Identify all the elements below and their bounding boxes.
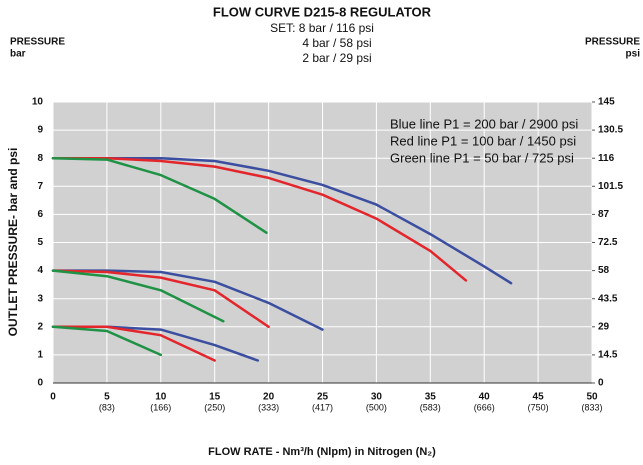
x-secondary-label: (833): [581, 402, 602, 412]
x-axis-label: FLOW RATE - Nm³/h (Nlpm) in Nitrogen (N₂…: [208, 446, 436, 458]
curve: [51, 269, 270, 329]
y2-tick-label: 130.5: [598, 125, 623, 136]
curve: [51, 156, 468, 282]
x-tick-label: 50: [586, 392, 598, 403]
x-secondary-label: (417): [312, 402, 333, 412]
y2-tick-label: 14.5: [598, 350, 618, 361]
y-tick-label: 6: [37, 209, 43, 220]
axis-header: psi: [626, 49, 641, 60]
curve: [51, 156, 513, 285]
annotation: Red line P1 = 100 bar / 1450 psi: [390, 133, 576, 148]
x-secondary-label: (250): [204, 402, 225, 412]
y2-tick-label: 43.5: [598, 293, 618, 304]
y-tick-label: 8: [37, 153, 43, 164]
y2-tick-label: 58: [598, 265, 610, 276]
curve: [51, 325, 163, 357]
x-secondary-label: (83): [99, 402, 115, 412]
annotation: Green line P1 = 50 bar / 725 psi: [390, 150, 574, 165]
y-tick-label: 9: [37, 125, 43, 136]
curve: [51, 325, 216, 362]
x-secondary-label: (750): [528, 402, 549, 412]
x-secondary-label: (500): [366, 402, 387, 412]
x-tick-label: 35: [425, 392, 437, 403]
x-tick-label: 5: [104, 392, 110, 403]
y2-tick-label: 116: [598, 153, 615, 164]
axis-header: PRESSURE: [585, 37, 640, 48]
x-secondary-label: (583): [420, 402, 441, 412]
x-tick-label: 15: [209, 392, 221, 403]
y2-tick-label: 145: [598, 97, 615, 108]
y-tick-label: 4: [37, 265, 43, 276]
y-tick-label: 5: [37, 237, 43, 248]
y-tick-label: 7: [37, 181, 43, 192]
y-tick-label: 3: [37, 293, 43, 304]
y-tick-label: 1: [37, 350, 43, 361]
subtitle: SET: 8 bar / 116 psi: [270, 21, 374, 35]
x-tick-label: 0: [50, 392, 56, 403]
x-tick-label: 10: [155, 392, 167, 403]
x-secondary-label: (666): [474, 402, 495, 412]
y2-tick-label: 101.5: [598, 181, 623, 192]
y-tick-label: 2: [37, 321, 43, 332]
subtitle: 4 bar / 58 psi: [302, 36, 371, 50]
y2-tick-label: 72.5: [598, 237, 618, 248]
y2-tick-label: 87: [598, 209, 610, 220]
chart-title: FLOW CURVE D215-8 REGULATOR: [213, 4, 432, 19]
curve: [51, 269, 225, 323]
y-tick-label: 0: [37, 378, 43, 389]
curve: [51, 156, 268, 234]
axis-header: bar: [10, 49, 26, 60]
x-tick-label: 30: [371, 392, 383, 403]
x-tick-label: 25: [317, 392, 329, 403]
x-tick-label: 40: [479, 392, 491, 403]
subtitle: 2 bar / 29 psi: [302, 51, 371, 65]
annotation: Blue line P1 = 200 bar / 2900 psi: [390, 116, 578, 131]
axis-header: PRESSURE: [10, 37, 65, 48]
x-tick-label: 45: [533, 392, 545, 403]
x-secondary-label: (166): [150, 402, 171, 412]
y-tick-label: 10: [32, 97, 44, 108]
y2-tick-label: 29: [598, 321, 610, 332]
y2-tick-label: 0: [598, 378, 604, 389]
x-tick-label: 20: [263, 392, 275, 403]
y-axis-label: OUTLET PRESSURE- bar and psi: [6, 148, 20, 337]
x-secondary-label: (333): [258, 402, 279, 412]
